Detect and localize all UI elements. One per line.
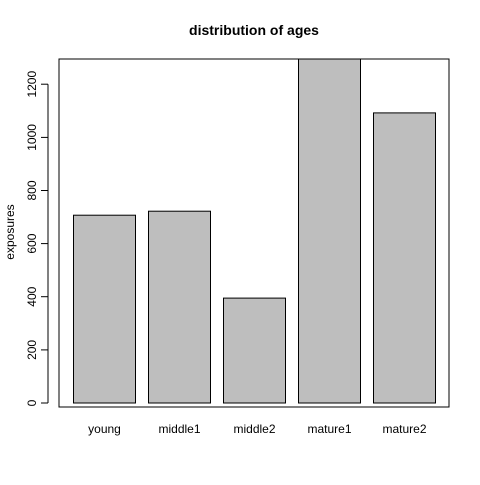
y-tick-label-0: 0 [25,399,39,406]
x-tick-label-mature2: mature2 [382,422,426,436]
bar-young [73,214,136,404]
x-tick-label-young: young [88,422,121,436]
x-tick-label-middle2: middle2 [233,422,275,436]
chart-title: distribution of ages [189,22,319,38]
y-tick-label-600: 600 [25,233,39,253]
y-tick-label-200: 200 [25,340,39,360]
plot-frame [58,58,450,408]
x-tick-label-middle1: middle1 [158,422,200,436]
y-tick-label-800: 800 [25,180,39,200]
y-axis: 0 200 400 600 800 1000 1200 [25,71,49,406]
bar-middle1 [148,210,211,404]
y-tick-label-1200: 1200 [25,71,39,98]
bar-mature2 [373,112,436,404]
bars-group [73,58,436,404]
bar-middle2 [223,297,286,404]
x-tick-labels: young middle1 middle2 mature1 mature2 [88,422,427,436]
y-tick-label-1000: 1000 [25,124,39,151]
x-tick-label-mature1: mature1 [307,422,351,436]
bar-mature1 [298,58,361,404]
y-tick-label-400: 400 [25,286,39,306]
y-axis-title: exposures [3,204,17,259]
